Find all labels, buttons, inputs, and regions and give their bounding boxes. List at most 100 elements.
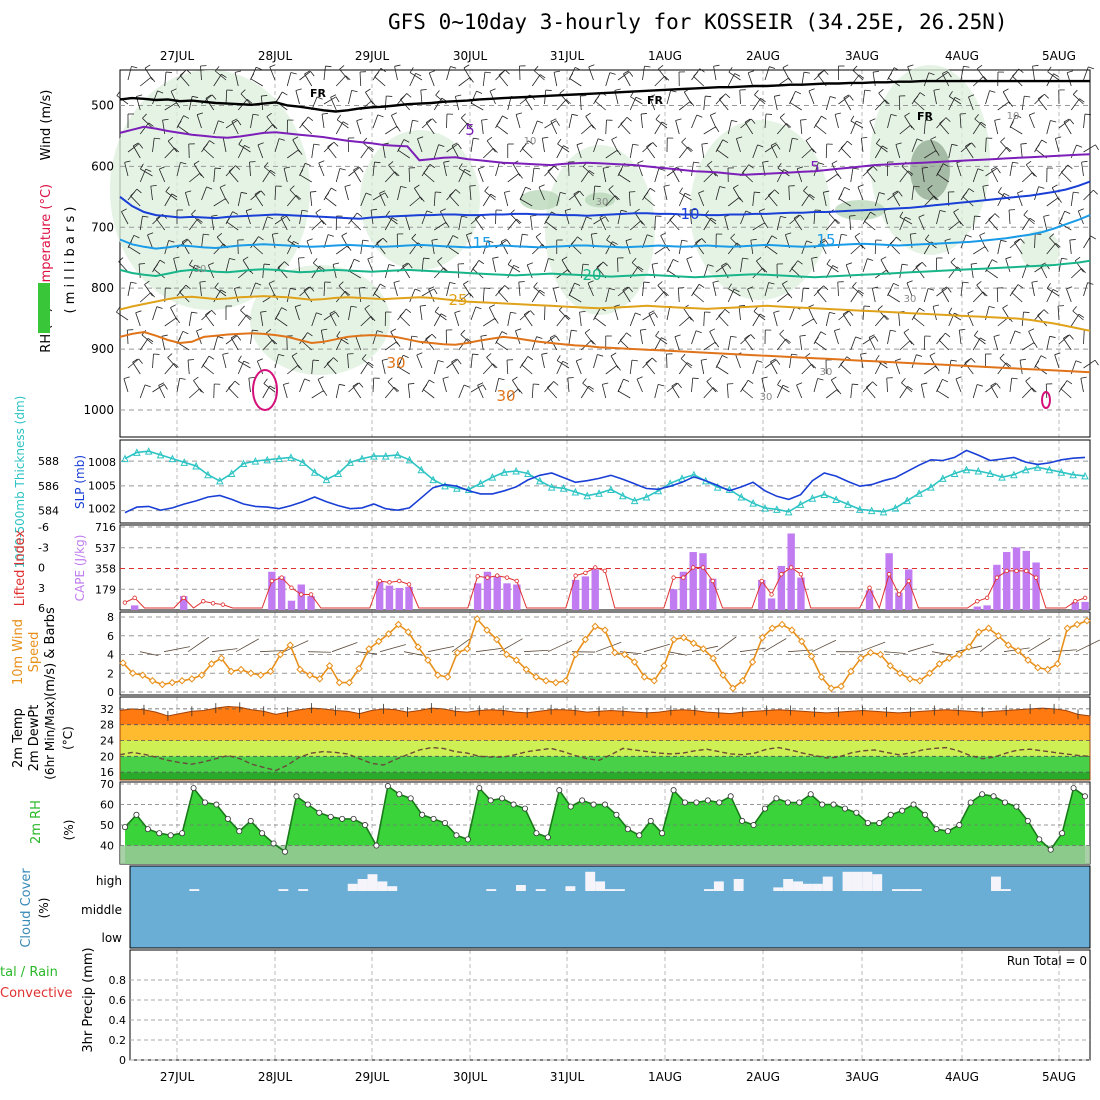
wind-barb-flag: [265, 329, 272, 334]
wind-barb: [348, 270, 361, 279]
li-ytick: 3: [38, 582, 45, 595]
wind-barb-flag: [467, 122, 473, 128]
wind-barb-flag: [250, 73, 255, 79]
temp-ylabel-3: (6hr Min/Max): [43, 696, 57, 780]
wind-barb-flag: [707, 160, 713, 166]
wind-barb-flag: [535, 232, 542, 238]
wind-barb-flag: [284, 166, 291, 169]
wind-barb-flag: [1063, 118, 1070, 123]
cloud-high-bar: [189, 889, 200, 891]
wind-barb: [799, 336, 803, 351]
wind-barb: [1057, 306, 1060, 321]
li-point: [984, 595, 990, 601]
wind-barb: [1046, 120, 1051, 135]
wind-barb-flag: [643, 281, 650, 283]
wind-barb-flag: [147, 232, 154, 236]
wind-barb: [852, 286, 864, 297]
wind-barb: [811, 258, 815, 273]
wind-barb-flag: [945, 332, 951, 338]
date-label-top: 5AUG: [1042, 49, 1076, 63]
wind-barb-flag: [374, 72, 379, 78]
wind-barb-flag: [519, 193, 524, 200]
wind-barb: [215, 70, 227, 81]
wind10m-point: [817, 673, 826, 681]
wind-barb: [972, 291, 984, 303]
wind-barb-flag: [350, 305, 357, 308]
wind-barb: [732, 187, 741, 201]
wind-barb: [311, 220, 323, 231]
wind-barb: [384, 96, 387, 111]
wind-barb-flag: [716, 144, 721, 151]
wind-barb: [1060, 388, 1072, 399]
wind-barb-flag: [889, 239, 895, 245]
wind-barb-flag: [895, 142, 902, 145]
wind-barb: [1047, 288, 1060, 297]
wind-barb-flag: [333, 141, 339, 147]
wind-barb: [986, 269, 998, 279]
wind10m-barb: [379, 644, 407, 653]
thickness-point: [654, 486, 663, 495]
temp-ytick: 16: [100, 766, 114, 779]
wind10m-barb: [475, 647, 502, 653]
wind-barb-flag: [994, 118, 1001, 121]
thickness-point: [370, 452, 378, 460]
wind-barb: [911, 138, 918, 153]
wind-barb-flag: [1009, 121, 1014, 127]
wind10m-barb: [523, 649, 549, 653]
wind-barb: [387, 381, 398, 393]
wind-barb: [188, 312, 192, 327]
wind-barb: [580, 385, 590, 399]
wind-barb-flag: [373, 288, 379, 294]
wind-barb: [335, 291, 346, 303]
wind-barb-flag: [269, 385, 276, 390]
wind-barb: [518, 282, 521, 297]
rh2m-point: [327, 813, 334, 820]
rh2m-point: [670, 787, 677, 794]
wind-barb-flag: [626, 116, 632, 122]
wind-barb: [463, 284, 472, 297]
wind-barb: [623, 73, 631, 87]
wind-barb: [330, 97, 337, 111]
wind-barb: [997, 101, 1010, 111]
wind-barb: [170, 307, 178, 321]
thickness-point: [216, 476, 224, 485]
profile-ytick: 700: [91, 220, 114, 234]
rh2m-point: [339, 815, 346, 822]
wind-barb: [852, 69, 864, 81]
wind-barb: [531, 120, 538, 135]
wind-barb-flag: [921, 261, 927, 267]
thickness-point: [204, 470, 212, 479]
wind-barb: [1046, 336, 1051, 351]
rh2m-point: [659, 830, 666, 837]
wind-barb: [862, 381, 873, 393]
wind-barb: [747, 288, 754, 303]
wind-barb-flag: [374, 161, 381, 164]
wind10m-point: [443, 673, 452, 681]
wind-barb: [321, 114, 325, 129]
rh2m-point: [167, 832, 174, 839]
slp-ytick: 1005: [88, 479, 116, 492]
rh2m-point: [636, 832, 643, 839]
wind-barb: [355, 336, 362, 351]
wind-barb: [1021, 218, 1031, 231]
wind-barb-flag: [864, 216, 869, 222]
wind-barb: [250, 282, 256, 297]
wind-barb: [167, 140, 178, 153]
wind10m-barb: [403, 651, 423, 656]
cloud-high-bar: [872, 874, 883, 891]
wind-barb: [238, 144, 251, 153]
wind-barb-flag: [574, 282, 581, 286]
wind10m-barb: [1051, 649, 1077, 653]
wind-barb-flag: [277, 263, 283, 268]
wind-barb-flag: [698, 283, 705, 288]
wind-barb-flag: [872, 165, 878, 171]
wind-barb: [213, 243, 224, 255]
wind-barb-flag: [299, 169, 304, 175]
wind-barb: [1022, 342, 1035, 351]
slp-ylabel: SLP (mb): [73, 455, 87, 509]
wind-barb: [507, 173, 520, 183]
wind-barb-flag: [228, 167, 234, 172]
wind-barb: [850, 168, 854, 183]
thickness-point: [1010, 470, 1018, 479]
wind-barb: [901, 165, 913, 177]
